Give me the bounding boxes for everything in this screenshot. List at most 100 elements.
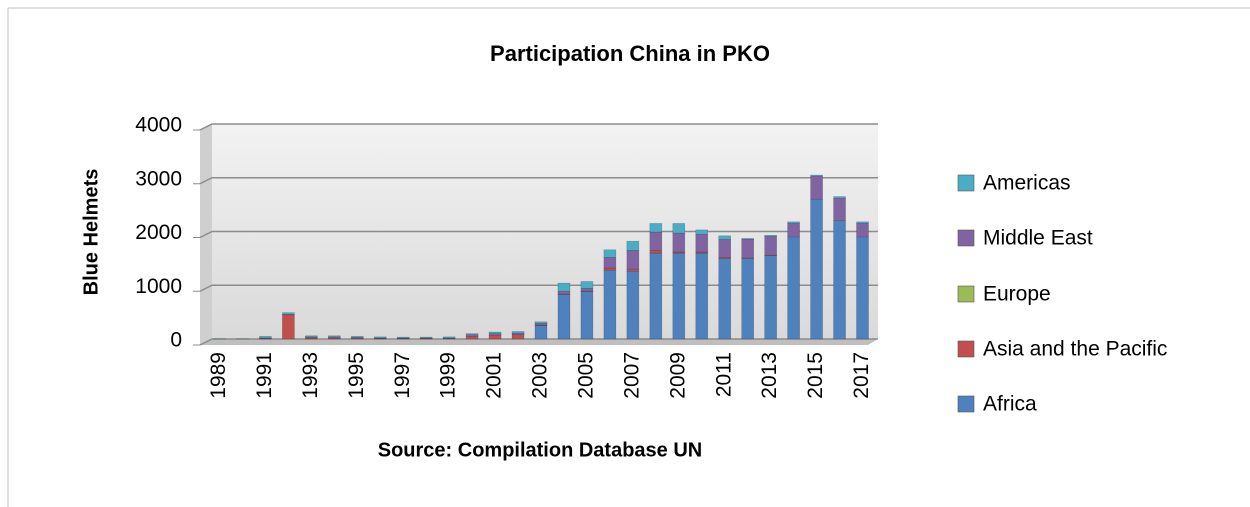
legend-label: Africa xyxy=(983,393,1037,416)
bar-segment xyxy=(557,294,571,340)
bar-segment xyxy=(626,268,640,272)
bar-segment xyxy=(626,250,640,270)
bar-segment xyxy=(649,252,663,340)
plot-area xyxy=(200,124,878,345)
bar-segment xyxy=(534,321,548,324)
legend-swatch xyxy=(957,229,975,247)
x-tick-label: 1997 xyxy=(391,352,414,399)
bar-segment xyxy=(741,238,754,259)
legend-label: Middle East xyxy=(983,227,1093,250)
bar-segment xyxy=(695,233,709,253)
x-tick-label: 1999 xyxy=(437,352,460,399)
x-axis-title: Source: Compilation Database UN xyxy=(378,439,703,461)
legend-swatch xyxy=(957,395,975,413)
legend-label: Europe xyxy=(983,283,1051,306)
x-tick-label: 1995 xyxy=(345,352,368,399)
bar-segment xyxy=(718,235,732,240)
bar-segment xyxy=(419,336,433,339)
y-tick-label: 1000 xyxy=(135,275,182,298)
bar-segment xyxy=(787,236,800,340)
bar-segment xyxy=(488,331,502,334)
bar-segment xyxy=(649,250,663,254)
bar-segment xyxy=(718,258,732,340)
y-axis-title: Blue Helmets xyxy=(80,169,102,296)
bar-segment xyxy=(557,282,571,292)
bar-segment xyxy=(810,175,823,200)
bar-segment xyxy=(603,256,617,269)
bar-segment xyxy=(465,336,479,340)
bar-segment xyxy=(626,240,640,251)
x-tick-label: 2007 xyxy=(620,352,643,399)
bar-segment xyxy=(465,333,479,335)
x-tick-label: 1991 xyxy=(253,352,276,399)
bar-segment xyxy=(649,223,663,233)
legend-swatch xyxy=(957,285,975,303)
x-tick-label: 2003 xyxy=(529,352,552,399)
x-tick-label: 2001 xyxy=(483,352,506,399)
bar-segment xyxy=(373,336,387,339)
x-tick-label: 2015 xyxy=(804,352,827,399)
legend-swatch xyxy=(957,174,975,192)
bar-segment xyxy=(649,231,663,251)
bar-segment xyxy=(328,335,341,338)
bar-segment xyxy=(580,281,594,289)
bar-segment xyxy=(511,331,525,334)
y-tick-label: 0 xyxy=(170,329,182,352)
bar-segment xyxy=(695,252,709,340)
bar-segment xyxy=(580,288,594,292)
bar-segment xyxy=(856,236,869,340)
x-tick-label: 2011 xyxy=(712,352,735,397)
bar-segment xyxy=(833,220,846,340)
bar-segment xyxy=(603,267,617,271)
legend-label: Asia and the Pacific xyxy=(983,338,1167,361)
legend-swatch xyxy=(957,340,975,358)
y-tick-label: 4000 xyxy=(135,114,182,137)
bar-segment xyxy=(810,174,823,177)
bar-segment xyxy=(282,312,295,315)
bar-segment xyxy=(764,255,777,340)
bar-segment xyxy=(603,249,617,258)
bar-segment xyxy=(718,239,732,258)
bar-segment xyxy=(557,290,571,295)
bar-segment xyxy=(741,238,754,240)
grid-line xyxy=(199,177,878,185)
bar-segment xyxy=(350,336,364,338)
bar-segment xyxy=(672,232,686,253)
bar-segment xyxy=(810,198,823,340)
bar-segment xyxy=(259,336,272,339)
bar-segment xyxy=(833,196,846,199)
legend-label: Americas xyxy=(983,172,1071,195)
bar-segment xyxy=(672,252,686,340)
x-tick-label: 1993 xyxy=(299,352,322,399)
y-tick-label: 2000 xyxy=(135,221,182,244)
x-tick-label: 2017 xyxy=(850,352,873,399)
bar-segment xyxy=(764,236,777,256)
x-tick-label: 2005 xyxy=(574,352,597,399)
bar-segment xyxy=(856,221,869,224)
bar-segment xyxy=(305,335,318,338)
grid-line xyxy=(199,123,878,131)
bar-segment xyxy=(787,221,800,224)
y-tick-label: 3000 xyxy=(135,167,182,190)
bar-segment xyxy=(603,269,617,340)
floor xyxy=(200,339,878,345)
bar-segment xyxy=(580,291,594,340)
bar-segment xyxy=(626,270,640,340)
x-tick-label: 2009 xyxy=(666,352,689,399)
bar-segment xyxy=(534,325,548,340)
x-tick-label: 1989 xyxy=(207,352,230,399)
bar-segment xyxy=(741,258,754,340)
bar-segment xyxy=(442,336,456,339)
chart-title: Participation China in PKO xyxy=(490,41,770,66)
bar-segment xyxy=(672,223,686,234)
bar-segment xyxy=(488,334,502,340)
bar-segment xyxy=(764,234,777,237)
bar-segment xyxy=(856,223,869,238)
bar-segment xyxy=(787,223,800,238)
bar-segment xyxy=(511,334,525,340)
bar-segment xyxy=(396,336,410,339)
x-tick-label: 2013 xyxy=(758,352,781,399)
bar-segment xyxy=(695,229,709,235)
bar-segment xyxy=(833,197,846,222)
